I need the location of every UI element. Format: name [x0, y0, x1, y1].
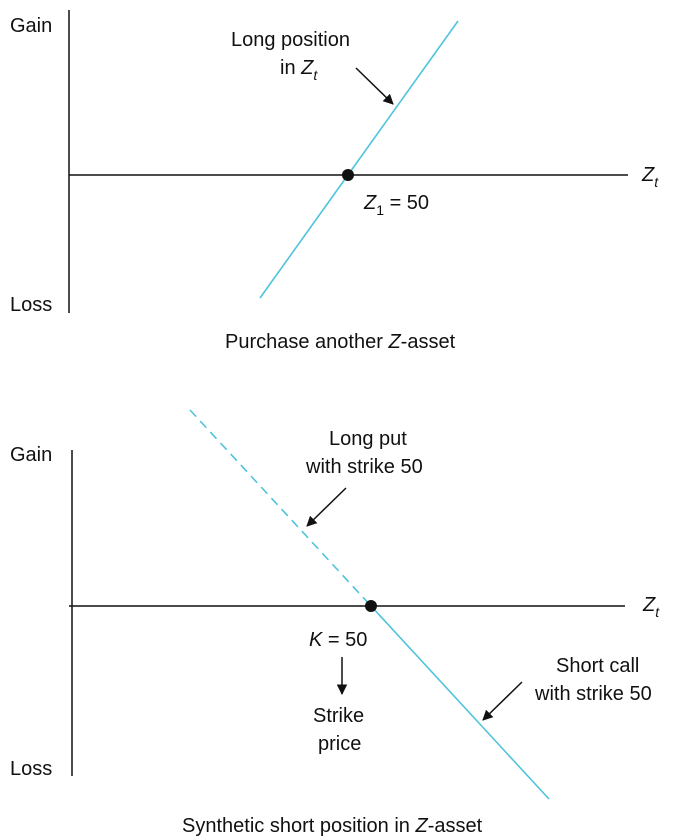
strike-note-line1: Strike: [313, 705, 364, 727]
bottom-panel: Gain Loss Zt Long put with strike 50 K =…: [10, 409, 660, 837]
top-gain-label: Gain: [10, 15, 52, 37]
long-put-label-line1: Long put: [329, 428, 407, 450]
long-position-label-line2: in Zt: [280, 57, 318, 83]
long-put-arrow: [306, 487, 347, 527]
top-intersection-point: [342, 169, 354, 181]
long-position-label-line1: Long position: [231, 29, 350, 51]
top-loss-label: Loss: [10, 294, 52, 316]
strike-note-line2: price: [318, 733, 361, 755]
short-call-arrow: [482, 681, 523, 721]
long-position-line: [259, 20, 459, 299]
bottom-gain-label: Gain: [10, 444, 52, 466]
bottom-x-axis-label: Zt: [642, 594, 660, 620]
top-panel: Gain Loss Zt Long position in Zt Z1 = 50…: [10, 10, 659, 353]
bottom-intersection-point: [365, 600, 377, 612]
short-call-line: [370, 605, 550, 800]
short-call-label-line1: Short call: [556, 655, 639, 677]
top-point-label: Z1 = 50: [363, 192, 429, 218]
short-call-label-line2: with strike 50: [534, 683, 652, 705]
top-x-axis-label: Zt: [641, 164, 659, 190]
bottom-loss-label: Loss: [10, 758, 52, 780]
bottom-caption: Synthetic short position in Z-asset: [182, 815, 483, 837]
long-position-arrow: [355, 67, 394, 105]
strike-label: K = 50: [309, 629, 367, 651]
long-put-label-line2: with strike 50: [305, 456, 423, 478]
top-caption: Purchase another Z-asset: [225, 331, 456, 353]
